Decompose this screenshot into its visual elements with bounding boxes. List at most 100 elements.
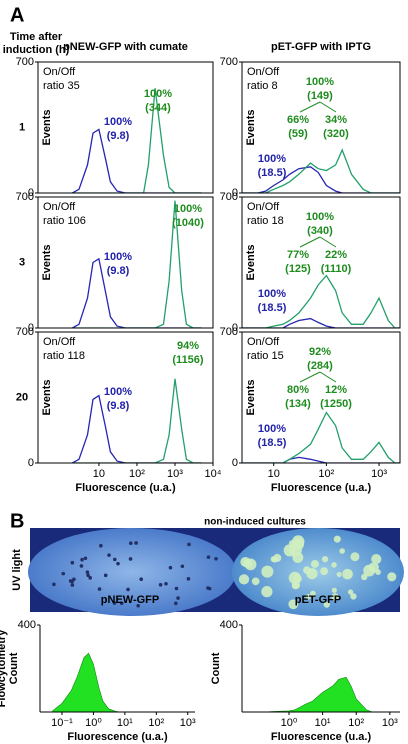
annotation: (59) [288,128,308,140]
colony [180,564,185,569]
annotation: 77% [287,249,309,261]
annotation: 100% [258,423,286,435]
annotation: (134) [285,398,311,410]
line [242,166,400,193]
colony [207,586,212,591]
colony [86,573,90,578]
x-tick-label: 10³ [371,468,387,480]
colony [70,560,75,565]
annotation: (9.8) [107,400,130,412]
y-tick-label: 700 [220,191,238,203]
annotation: (1250) [320,398,352,410]
line [242,456,400,463]
y-tick-label: 0 [232,457,238,469]
annotation: (284) [307,360,333,372]
colony [112,557,117,562]
time-header: Time after [10,31,63,43]
x-tick-label: 10 [268,468,280,480]
tree-branch [319,371,337,383]
x-tick-label: 10³ [180,717,196,729]
plate [28,528,236,616]
x-tick-label: 10 [93,468,105,480]
colony [306,568,318,580]
colony [336,571,342,577]
colony [83,556,88,561]
annotation: (340) [307,225,333,237]
plot-frame [241,196,401,329]
colony [158,583,163,587]
annotation: ratio 106 [43,215,86,227]
photo-side-label: UV light [11,549,23,591]
y-axis-label: Count [8,652,20,684]
colony [361,573,368,581]
annotation: (344) [145,102,171,114]
annotation: ratio 15 [247,350,284,362]
colony [174,586,179,591]
annotation: 12% [325,384,347,396]
column-title: pET-GFP with IPTG [271,41,371,53]
y-tick-label: 700 [16,326,34,338]
annotation: 100% [258,153,286,165]
annotation: ratio 118 [43,350,85,362]
annotation: 100% [144,88,172,100]
colony [323,601,330,608]
colony [331,593,339,601]
line [71,128,202,193]
colony [261,565,274,578]
area [52,652,188,712]
annotation: ratio 8 [247,80,278,92]
annotation: On/Off [247,201,280,213]
annotation: 100% [306,211,334,223]
annotation: 34% [325,114,347,126]
annotation: (125) [285,263,311,275]
annotation: On/Off [43,201,76,213]
y-tick-label: 700 [220,56,238,68]
colony [331,587,337,593]
colony [103,573,108,578]
annotation: (1156) [172,354,204,366]
x-axis-label: Fluorescence (u.a.) [75,482,176,494]
colony [176,596,180,600]
tree-branch [319,101,337,113]
line [72,200,202,328]
colony [187,542,191,547]
colony [119,601,124,606]
x-tick-label: 10⁻¹ [51,717,73,729]
colony [214,556,218,561]
x-tick-label: 10⁴ [205,468,222,480]
plot-frame [37,61,214,194]
annotation: On/Off [43,66,76,78]
x-tick-label: 10¹ [117,717,133,729]
colony [97,587,102,591]
colony [320,567,329,576]
tree-branch [319,236,337,248]
colony [273,553,282,562]
plot-frame [241,331,401,464]
colony [333,535,341,543]
panel-label: A [10,4,24,26]
colony [168,565,173,570]
x-axis-label: Fluorescence (u.a.) [271,731,372,743]
colony [85,570,90,574]
tree-branch [299,236,321,248]
annotation: 66% [287,114,309,126]
panel-label: B [10,510,24,532]
annotation: 100% [104,251,132,263]
photo-title: non-induced cultures [204,517,306,528]
colony [139,577,144,582]
colony [288,571,301,585]
colony [112,601,117,605]
annotation: On/Off [43,336,76,348]
annotation: 100% [174,203,202,215]
y-axis-label: Count [210,652,222,684]
annotation: 94% [177,340,199,352]
uv-photo [28,528,404,616]
annotation: ratio 18 [247,215,284,227]
colony [136,603,140,608]
colony [61,571,66,576]
colony [70,583,75,587]
colony [292,535,305,548]
plate [232,528,404,616]
y-tick-label: 0 [232,187,238,199]
y-axis-label: Events [41,379,53,415]
